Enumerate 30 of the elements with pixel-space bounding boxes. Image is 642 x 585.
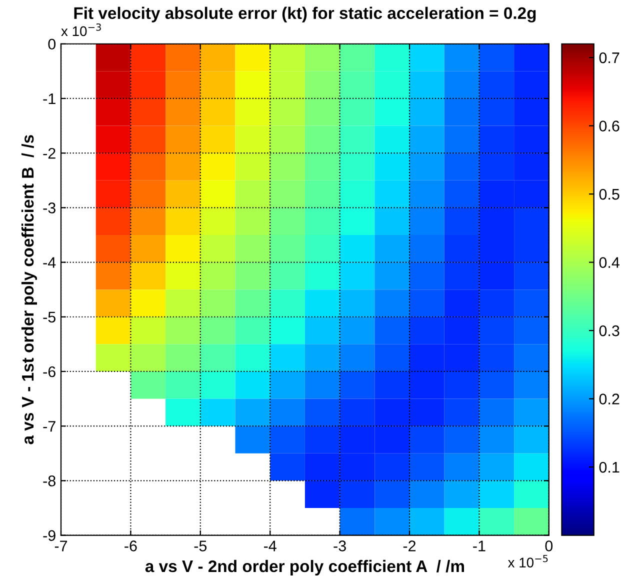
y-tick-label: -2: [43, 148, 56, 159]
x-tick-label: -4: [264, 540, 276, 552]
text: x 10$^{−3}$: [61, 23, 101, 36]
y-tick-label: 0: [48, 38, 56, 50]
x-tick-label: -3: [334, 540, 346, 552]
y-tick-label: -6: [43, 366, 56, 378]
x-tick-label: 0: [545, 540, 553, 552]
chart-title: Fit velocity absolute error (kt) for static acceleration = 0.2g: [74, 6, 536, 22]
y-tick-label: -5: [43, 312, 56, 323]
x-tick-label: -7: [54, 540, 68, 552]
x-tick-label: -6: [124, 540, 137, 552]
color-bar-label: 0.2: [599, 394, 620, 404]
color-bar-label: 0.7: [599, 52, 620, 64]
x-axis-title: a vs V - 2nd order poly coefficient A / /m: [145, 560, 464, 576]
y-axis-title: a vs V - 1st order poly coefficient B / /s: [21, 135, 37, 444]
color-bar-label: 0.4: [599, 257, 620, 268]
y-tick-label: -1: [43, 94, 56, 104]
x-tick-label: -2: [403, 540, 416, 552]
color-bar-label: 0.3: [599, 325, 620, 336]
x-tick-label: -5: [194, 540, 207, 552]
y-tick-label: -4: [43, 257, 56, 268]
y-tick-label: -7: [43, 421, 56, 432]
color-bar-label: 0.6: [599, 120, 620, 132]
color-bar-label: 0.1: [599, 462, 620, 473]
color-bar-label: 0.5: [599, 188, 620, 200]
y-tick-label: -8: [43, 476, 56, 486]
text: x 10$^{−5}$: [508, 554, 548, 568]
x-tick-label: -1: [473, 540, 486, 552]
y-tick-label: -3: [43, 202, 56, 214]
y-tick-label: -9: [43, 530, 56, 541]
